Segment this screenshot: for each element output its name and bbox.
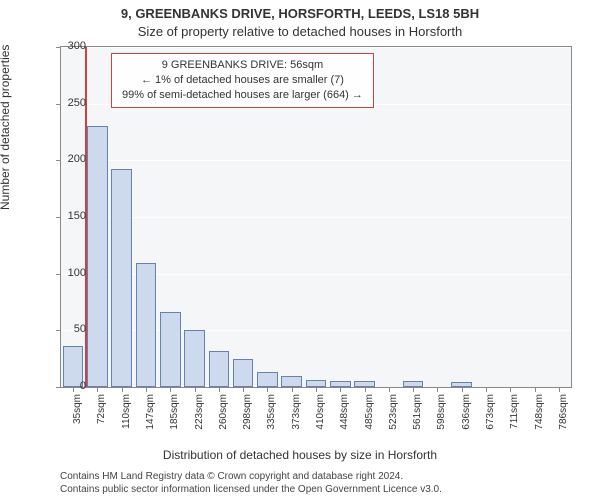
x-tick-mark [316,387,317,392]
x-tick-label: 711sqm [509,394,520,444]
y-tick-label: 200 [46,153,86,165]
histogram-bar [160,312,181,387]
x-tick-label: 561sqm [412,394,423,444]
x-tick-label: 485sqm [364,394,375,444]
histogram-bar [281,376,302,387]
gridline [61,160,571,161]
x-tick-mark [559,387,560,392]
x-tick-label: 335sqm [266,394,277,444]
x-tick-label: 72sqm [96,394,107,444]
x-tick-label: 223sqm [194,394,205,444]
x-tick-label: 298sqm [242,394,253,444]
page-subtitle: Size of property relative to detached ho… [0,24,600,39]
x-tick-mark [486,387,487,392]
histogram-bar [257,372,278,387]
x-tick-mark [146,387,147,392]
histogram-bar [184,330,205,387]
x-tick-mark [292,387,293,392]
x-tick-label: 748sqm [534,394,545,444]
x-tick-mark [122,387,123,392]
x-tick-mark [510,387,511,392]
x-tick-label: 636sqm [461,394,472,444]
histogram-bar [209,351,230,387]
x-tick-mark [462,387,463,392]
y-tick-label: 50 [46,323,86,335]
x-tick-label: 110sqm [121,394,132,444]
footnote-line-1: Contains HM Land Registry data © Crown c… [60,471,403,482]
x-tick-mark [170,387,171,392]
histogram-bar [306,380,327,387]
x-tick-mark [365,387,366,392]
x-tick-mark [389,387,390,392]
x-tick-label: 185sqm [169,394,180,444]
histogram-bar [136,263,157,387]
x-tick-label: 598sqm [436,394,447,444]
gridline [61,217,571,218]
y-tick-label: 300 [46,40,86,52]
y-tick-label: 100 [46,267,86,279]
y-tick-label: 150 [46,210,86,222]
histogram-bar [87,126,108,387]
footnote: Contains HM Land Registry data © Crown c… [60,470,580,496]
x-tick-label: 410sqm [315,394,326,444]
y-tick-label: 250 [46,97,86,109]
x-tick-mark [535,387,536,392]
x-tick-label: 786sqm [558,394,569,444]
page-title: 9, GREENBANKS DRIVE, HORSFORTH, LEEDS, L… [0,6,600,21]
x-tick-mark [219,387,220,392]
annotation-line-1: 9 GREENBANKS DRIVE: 56sqm [162,59,323,71]
x-tick-mark [195,387,196,392]
x-tick-label: 523sqm [388,394,399,444]
annotation-line-3: 99% of semi-detached houses are larger (… [122,89,363,101]
x-tick-mark [340,387,341,392]
annotation-box: 9 GREENBANKS DRIVE: 56sqm ← 1% of detache… [111,53,374,108]
footnote-line-2: Contains public sector information licen… [60,484,442,495]
histogram-bar [111,169,132,387]
x-tick-mark [413,387,414,392]
gridline [61,47,571,48]
x-tick-mark [267,387,268,392]
x-tick-label: 448sqm [339,394,350,444]
x-tick-label: 373sqm [291,394,302,444]
annotation-line-2: ← 1% of detached houses are smaller (7) [141,74,344,86]
y-axis-label: Number of detached properties [0,45,12,210]
x-tick-label: 35sqm [72,394,83,444]
x-tick-mark [437,387,438,392]
histogram-bar [233,359,254,387]
x-axis-label: Distribution of detached houses by size … [0,448,600,462]
x-tick-label: 260sqm [218,394,229,444]
y-tick-label: 0 [46,380,86,392]
x-tick-label: 147sqm [145,394,156,444]
histogram-chart: 9 GREENBANKS DRIVE: 56sqm ← 1% of detache… [60,46,572,388]
x-tick-mark [97,387,98,392]
x-tick-label: 673sqm [485,394,496,444]
x-tick-mark [243,387,244,392]
